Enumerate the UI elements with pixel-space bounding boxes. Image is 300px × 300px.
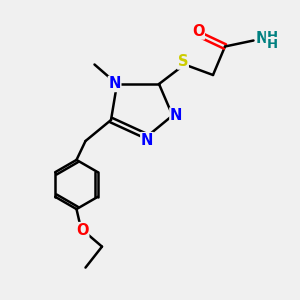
Text: N: N	[108, 76, 121, 92]
Text: O: O	[76, 223, 89, 238]
Text: N: N	[141, 133, 153, 148]
Text: N: N	[170, 108, 182, 123]
Text: O: O	[192, 24, 204, 39]
Text: H: H	[266, 29, 278, 43]
Text: S: S	[178, 54, 188, 69]
Text: N: N	[256, 32, 268, 46]
Text: H: H	[266, 38, 278, 51]
